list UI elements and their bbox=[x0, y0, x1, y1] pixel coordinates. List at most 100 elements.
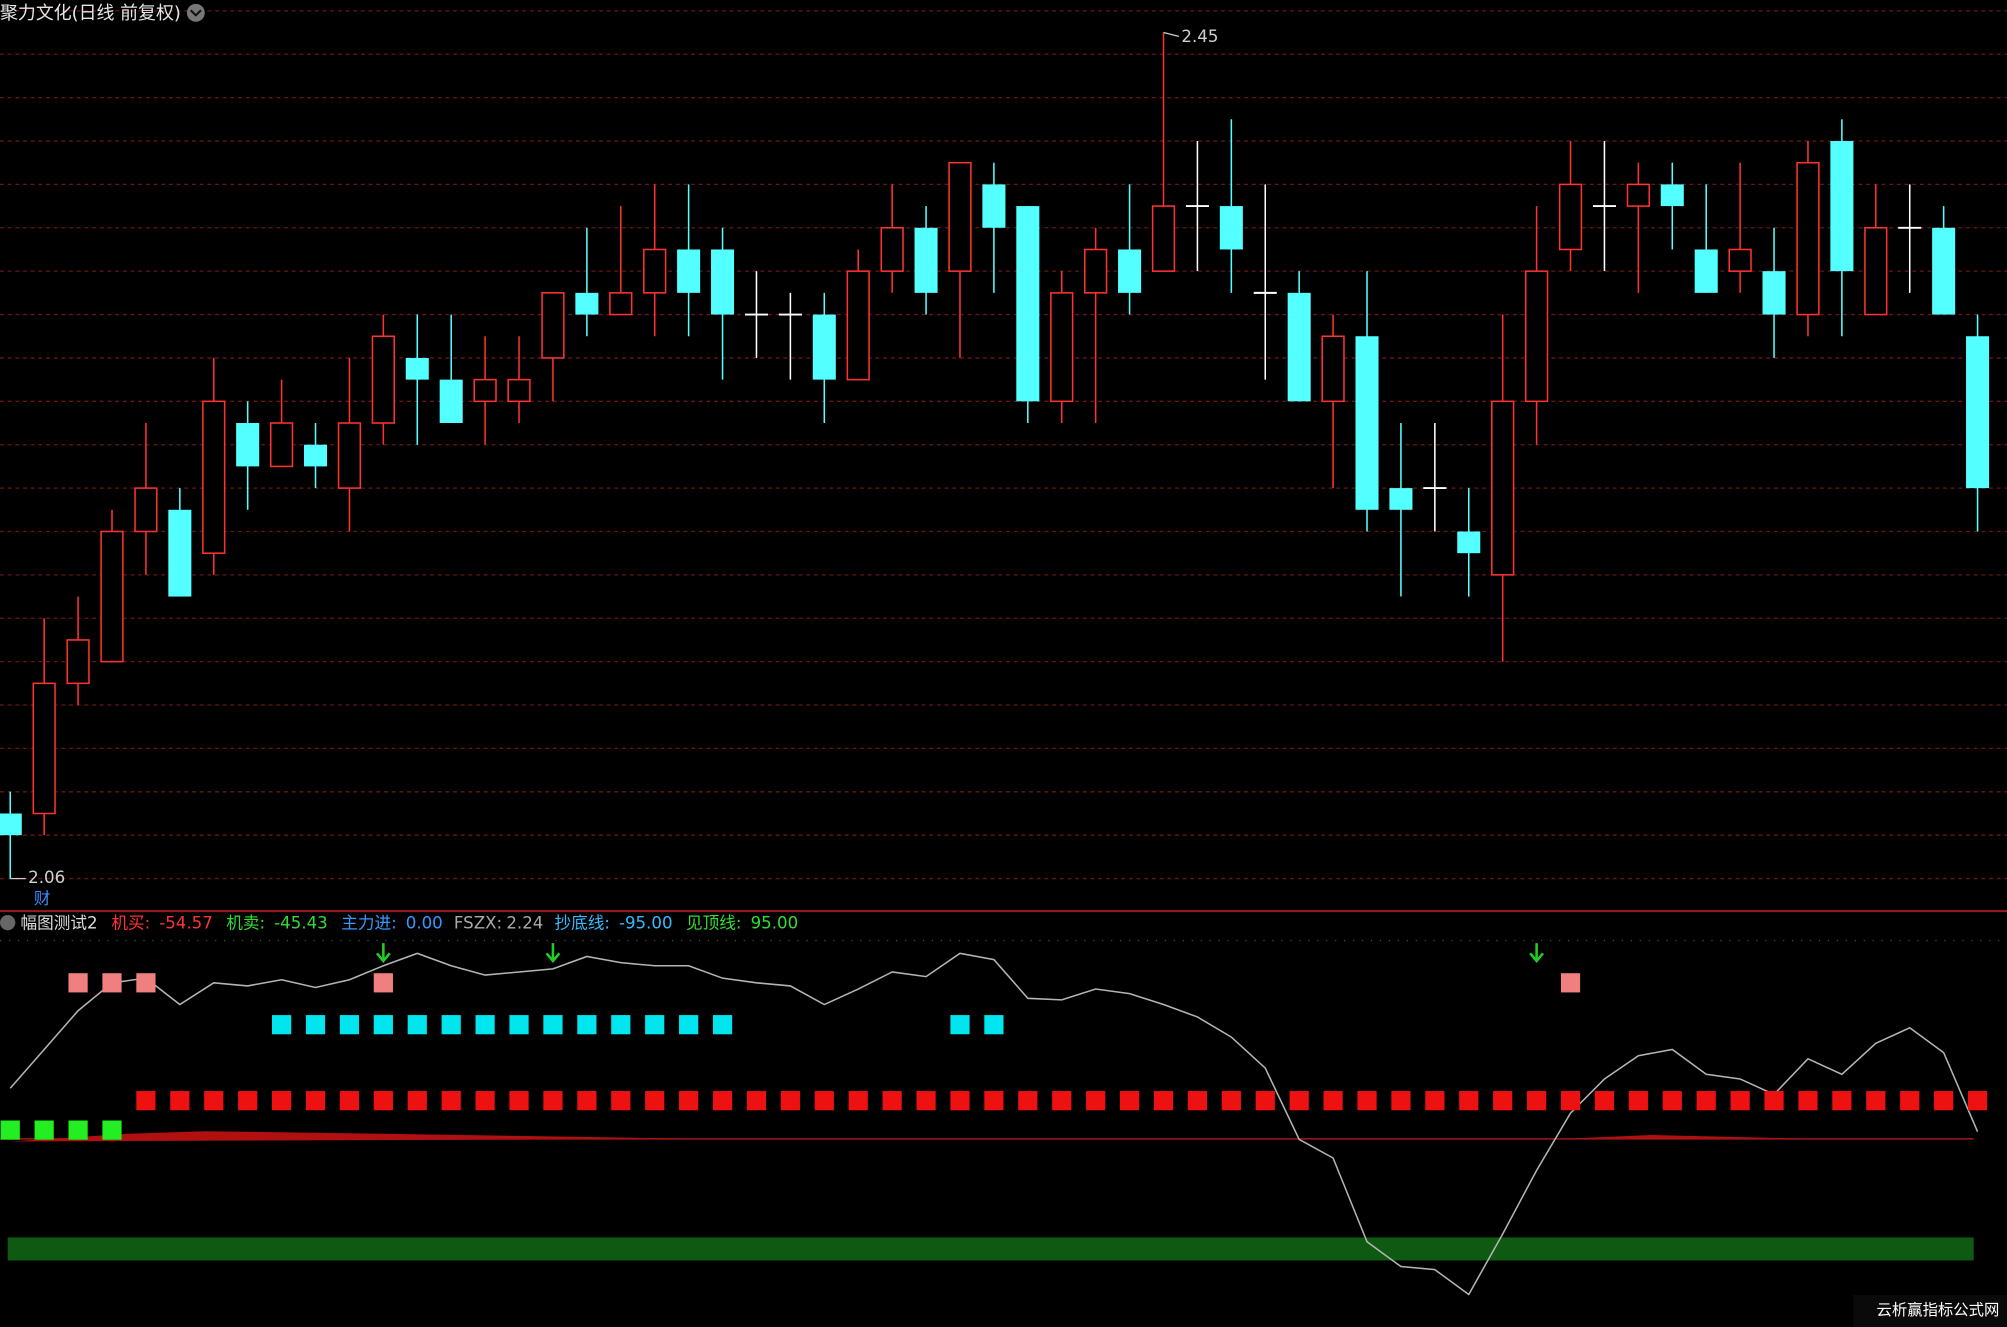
signal-square bbox=[645, 1091, 665, 1111]
candle-body bbox=[1864, 227, 1888, 316]
candle-body bbox=[711, 249, 735, 315]
signal-square bbox=[1289, 1091, 1309, 1111]
signal-square bbox=[1255, 1091, 1275, 1111]
readout-value: -54.57 bbox=[159, 913, 213, 932]
signal-square bbox=[1900, 1091, 1920, 1111]
signal-square bbox=[611, 1091, 631, 1111]
signal-square bbox=[1560, 973, 1581, 993]
signal-square bbox=[1153, 1091, 1174, 1111]
candle-body bbox=[812, 314, 836, 380]
candle-body bbox=[1626, 183, 1651, 207]
candle-body bbox=[541, 292, 565, 359]
min-price-label: 2.06 bbox=[28, 868, 65, 887]
indicator-band bbox=[7, 1237, 1974, 1261]
candle-body bbox=[134, 487, 158, 533]
candle-body bbox=[1762, 271, 1786, 315]
signal-square bbox=[1560, 1091, 1581, 1111]
signal-square bbox=[1187, 1091, 1208, 1111]
signal-square bbox=[509, 1015, 529, 1035]
signal-square bbox=[305, 1015, 326, 1035]
candle-body bbox=[1966, 336, 1990, 489]
signal-square bbox=[1357, 1091, 1377, 1111]
candle-body bbox=[1491, 400, 1515, 576]
candle-body bbox=[846, 270, 870, 381]
signal-square bbox=[1662, 1091, 1682, 1111]
candle-body bbox=[1796, 161, 1820, 316]
signal-square bbox=[984, 1091, 1004, 1111]
readout-value: -45.43 bbox=[274, 913, 328, 932]
candle-body bbox=[948, 161, 972, 272]
readout-value: 2.24 bbox=[506, 913, 543, 932]
signal-square bbox=[543, 1091, 563, 1111]
candle-body bbox=[1728, 248, 1752, 272]
signal-square bbox=[577, 1015, 597, 1035]
signal-square bbox=[170, 1091, 190, 1111]
signal-square bbox=[1730, 1091, 1750, 1111]
candle-body bbox=[677, 249, 701, 293]
signal-square bbox=[102, 973, 122, 993]
finance-badge[interactable]: 财 bbox=[34, 889, 51, 908]
signal-square bbox=[814, 1091, 834, 1111]
signal-square bbox=[1425, 1091, 1445, 1111]
max-price-label: 2.45 bbox=[1181, 27, 1218, 46]
candle-body bbox=[236, 423, 260, 467]
signal-square bbox=[407, 1091, 427, 1111]
readout-value: 0.00 bbox=[406, 913, 443, 932]
signal-square bbox=[407, 1015, 427, 1035]
candle-body bbox=[66, 639, 90, 685]
signal-arrow bbox=[545, 943, 561, 964]
signal-square bbox=[34, 1120, 54, 1140]
signal-square bbox=[1934, 1091, 1954, 1111]
signal-square bbox=[645, 1015, 665, 1035]
signal-square bbox=[204, 1091, 224, 1111]
candle-body bbox=[32, 682, 56, 815]
signal-square bbox=[1052, 1091, 1072, 1111]
signal-square bbox=[1764, 1091, 1784, 1111]
candle-body bbox=[1830, 141, 1854, 272]
signal-square bbox=[0, 1120, 20, 1140]
signal-square bbox=[984, 1015, 1004, 1035]
candle-body bbox=[1321, 335, 1345, 403]
candle-body bbox=[1219, 206, 1243, 250]
stock-title: 聚力文化(日线 前复权) bbox=[0, 3, 181, 24]
signal-square bbox=[509, 1091, 529, 1111]
candle-body bbox=[1050, 292, 1074, 403]
candle-body bbox=[1524, 270, 1549, 403]
signal-square bbox=[1493, 1091, 1513, 1111]
readout-label: 机买: bbox=[111, 913, 150, 932]
signal-square bbox=[1798, 1091, 1818, 1111]
signal-square bbox=[1086, 1091, 1106, 1111]
signal-square bbox=[882, 1091, 902, 1111]
signal-square bbox=[68, 973, 88, 993]
candle-body bbox=[1932, 227, 1956, 315]
candle-body bbox=[1118, 249, 1142, 293]
candle-body bbox=[1694, 249, 1718, 293]
candle-body bbox=[168, 509, 192, 597]
signal-square bbox=[271, 1091, 292, 1111]
readout-label: 见顶线: bbox=[686, 913, 741, 932]
candle-body bbox=[1151, 205, 1176, 272]
candle-body bbox=[1084, 248, 1108, 294]
indicator-menu-icon[interactable] bbox=[0, 914, 16, 931]
signal-arrow bbox=[375, 943, 391, 964]
candle-body bbox=[337, 422, 362, 489]
signal-square bbox=[712, 1015, 733, 1035]
signal-square bbox=[577, 1091, 597, 1111]
readout-label: FSZX: bbox=[454, 913, 502, 932]
signal-square bbox=[1018, 1091, 1038, 1111]
signal-square bbox=[746, 1091, 767, 1111]
title-menu-icon[interactable] bbox=[186, 3, 205, 22]
readout-value: -95.00 bbox=[619, 913, 673, 932]
candle-body bbox=[1660, 184, 1684, 207]
candle-body bbox=[880, 227, 904, 272]
signal-square bbox=[305, 1091, 326, 1111]
signal-square bbox=[1459, 1091, 1479, 1111]
indicator-area bbox=[10, 1131, 1818, 1142]
candle-body bbox=[1558, 183, 1583, 251]
signal-square bbox=[373, 1091, 393, 1111]
signal-square bbox=[136, 1091, 156, 1111]
signal-square bbox=[238, 1091, 258, 1111]
candle-body bbox=[100, 530, 124, 663]
